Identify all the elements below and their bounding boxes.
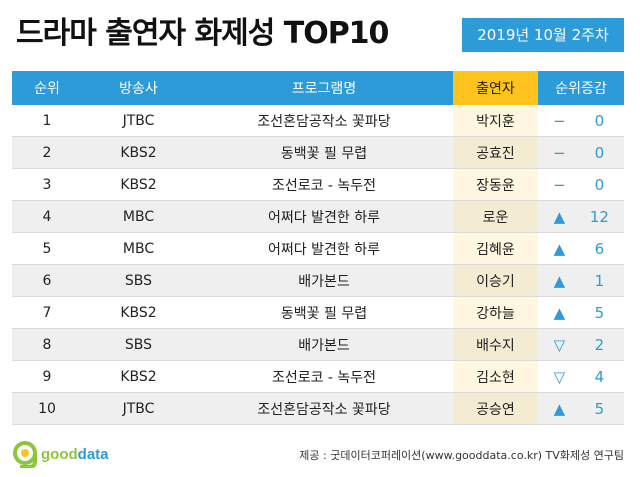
change-indicator-icon: − <box>553 111 566 130</box>
table-row: 1 JTBC 조선혼담공작소 꽃파당 박지훈 −0 <box>12 105 624 137</box>
header-broadcaster: 방송사 <box>82 71 195 105</box>
cell-rank: 6 <box>12 264 82 297</box>
change-indicator-icon: − <box>553 175 566 194</box>
table-row: 3 KBS2 조선로코 - 녹두전 장동윤 −0 <box>12 168 624 201</box>
cell-broadcaster: KBS2 <box>82 360 195 393</box>
cell-change: ▲ 5 <box>538 392 624 425</box>
header-rank: 순위 <box>12 71 82 105</box>
cell-cast: 김혜윤 <box>453 232 538 265</box>
change-value: 6 <box>594 239 605 258</box>
cell-rank: 1 <box>12 105 82 137</box>
table-row: 4 MBC 어쩌다 발견한 하루 로운 ▲ 12 <box>12 200 624 233</box>
change-indicator-icon: ▲ <box>553 399 566 418</box>
cell-program: 동백꽃 필 무렵 <box>195 296 453 329</box>
gooddata-logo-text: gooddata <box>41 445 109 463</box>
cell-broadcaster: MBC <box>82 200 195 233</box>
cell-change: ▲ 1 <box>538 264 624 297</box>
cell-change: ▲ 12 <box>538 200 624 233</box>
cell-cast: 장동윤 <box>453 168 538 201</box>
cell-cast: 공효진 <box>453 136 538 169</box>
table-row: 7 KBS2 동백꽃 필 무렵 강하늘 ▲ 5 <box>12 296 624 329</box>
cell-cast: 박지훈 <box>453 105 538 137</box>
cell-change: −0 <box>538 136 624 169</box>
cell-broadcaster: JTBC <box>82 392 195 425</box>
cell-rank: 5 <box>12 232 82 265</box>
cell-change: ▲ 6 <box>538 232 624 265</box>
change-value: 5 <box>594 303 605 322</box>
change-value: 0 <box>594 111 605 130</box>
gooddata-logo: gooddata <box>12 440 109 468</box>
table-row: 10 JTBC 조선혼담공작소 꽃파당 공승연 ▲ 5 <box>12 392 624 425</box>
cell-change: −0 <box>538 168 624 201</box>
table-row: 2 KBS2 동백꽃 필 무렵 공효진 −0 <box>12 136 624 169</box>
change-value: 5 <box>594 399 605 418</box>
cell-change: ▲ 5 <box>538 296 624 329</box>
cell-rank: 8 <box>12 328 82 361</box>
header-cast: 출연자 <box>453 71 538 105</box>
cell-program: 조선혼담공작소 꽃파당 <box>195 105 453 137</box>
source-credit: 제공 : 굿데이터코퍼레이션(www.gooddata.co.kr) TV화제성… <box>299 449 624 462</box>
table-row: 5 MBC 어쩌다 발견한 하루 김혜윤 ▲ 6 <box>12 232 624 265</box>
change-value: 1 <box>594 271 605 290</box>
cell-cast: 배수지 <box>453 328 538 361</box>
cell-change: −0 <box>538 105 624 137</box>
change-indicator-icon: ▲ <box>553 303 566 322</box>
cell-rank: 9 <box>12 360 82 393</box>
table-row: 9 KBS2 조선로코 - 녹두전 김소현 ▽ 4 <box>12 360 624 393</box>
cell-program: 동백꽃 필 무렵 <box>195 136 453 169</box>
cell-broadcaster: JTBC <box>82 105 195 137</box>
cell-broadcaster: MBC <box>82 232 195 265</box>
page-title: 드라마 출연자 화제성 TOP10 <box>16 16 389 51</box>
cell-change: ▽ 4 <box>538 360 624 393</box>
header-program: 프로그램명 <box>195 71 453 105</box>
cell-program: 배가본드 <box>195 328 453 361</box>
change-value: 4 <box>594 367 605 386</box>
cell-rank: 2 <box>12 136 82 169</box>
date-badge: 2019년 10월 2주차 <box>462 18 624 52</box>
cell-program: 배가본드 <box>195 264 453 297</box>
change-indicator-icon: − <box>553 143 566 162</box>
change-value: 2 <box>594 335 605 354</box>
table-row: 6 SBS 배가본드 이승기 ▲ 1 <box>12 264 624 297</box>
cell-cast: 로운 <box>453 200 538 233</box>
change-indicator-icon: ▽ <box>553 335 566 354</box>
cell-broadcaster: KBS2 <box>82 296 195 329</box>
cell-cast: 이승기 <box>453 264 538 297</box>
cell-broadcaster: KBS2 <box>82 136 195 169</box>
cell-rank: 10 <box>12 392 82 425</box>
cell-program: 조선혼담공작소 꽃파당 <box>195 392 453 425</box>
change-indicator-icon: ▲ <box>553 239 566 258</box>
cell-cast: 김소현 <box>453 360 538 393</box>
cell-rank: 7 <box>12 296 82 329</box>
table-header-row: 순위 방송사 프로그램명 출연자 순위증감 <box>12 71 624 105</box>
gooddata-logo-icon <box>13 441 37 468</box>
cell-rank: 4 <box>12 200 82 233</box>
change-value: 0 <box>594 175 605 194</box>
cell-rank: 3 <box>12 168 82 201</box>
change-indicator-icon: ▲ <box>553 207 566 226</box>
change-indicator-icon: ▲ <box>553 271 566 290</box>
cell-broadcaster: SBS <box>82 264 195 297</box>
cell-cast: 강하늘 <box>453 296 538 329</box>
change-value: 0 <box>594 143 605 162</box>
cell-cast: 공승연 <box>453 392 538 425</box>
cell-program: 조선로코 - 녹두전 <box>195 360 453 393</box>
header-change: 순위증감 <box>538 71 624 105</box>
table-row: 8 SBS 배가본드 배수지 ▽ 2 <box>12 328 624 361</box>
cell-program: 어쩌다 발견한 하루 <box>195 232 453 265</box>
cell-program: 어쩌다 발견한 하루 <box>195 200 453 233</box>
change-indicator-icon: ▽ <box>553 367 566 386</box>
cell-change: ▽ 2 <box>538 328 624 361</box>
cell-broadcaster: KBS2 <box>82 168 195 201</box>
change-value: 12 <box>589 207 609 226</box>
cell-broadcaster: SBS <box>82 328 195 361</box>
cell-program: 조선로코 - 녹두전 <box>195 168 453 201</box>
ranking-table: 순위 방송사 프로그램명 출연자 순위증감 1 JTBC 조선혼담공작소 꽃파당 박지… <box>12 71 624 425</box>
